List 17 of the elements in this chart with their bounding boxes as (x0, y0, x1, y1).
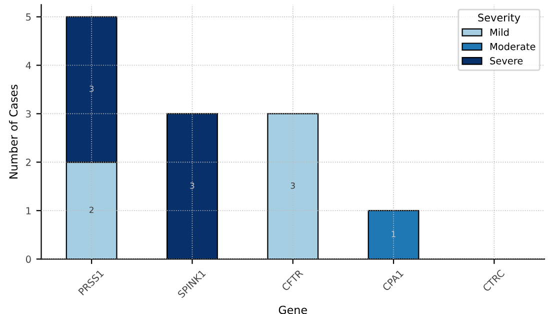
y-tick-label: 0 (26, 256, 31, 263)
y-tick-label: 4 (26, 62, 31, 69)
legend-label: Moderate (490, 42, 536, 50)
legend-title: Severity (478, 13, 520, 24)
data-label: 2 (90, 206, 94, 213)
y-tick-label: 1 (26, 207, 31, 214)
data-label: 1 (392, 231, 396, 238)
x-axis-title: Gene (278, 306, 307, 314)
y-tick-label: 2 (26, 158, 31, 166)
data-label: 3 (90, 86, 94, 92)
y-tick-label: 3 (26, 110, 31, 118)
legend-label: Severe (490, 57, 523, 64)
data-label: 3 (290, 182, 295, 189)
data-label: 3 (190, 182, 194, 189)
legend-label: Mild (490, 28, 509, 36)
y-tick-label: 5 (26, 13, 31, 21)
y-axis-title: Number of Cases (9, 84, 18, 178)
